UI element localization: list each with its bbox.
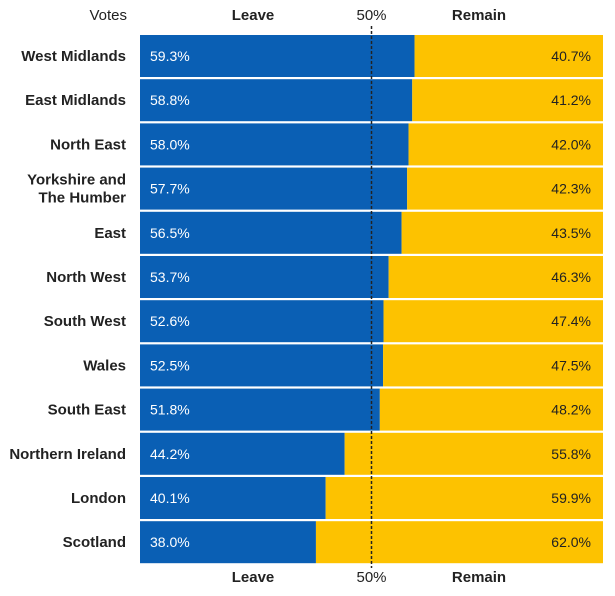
region-label: North West (46, 269, 126, 286)
bar-remain (408, 123, 603, 166)
header-midline-top: 50% (356, 7, 386, 24)
value-label-leave: 52.6% (150, 313, 190, 329)
region-label: Northern Ireland (9, 446, 126, 463)
bar-leave (140, 256, 389, 298)
bar-remain (344, 432, 603, 475)
bar-remain (315, 521, 603, 564)
value-label-remain: 42.0% (551, 136, 591, 152)
value-label-remain: 62.0% (551, 534, 591, 550)
value-label-remain: 40.7% (551, 48, 591, 64)
bar-remain (388, 256, 603, 298)
value-label-remain: 55.8% (551, 446, 591, 462)
value-label-remain: 42.3% (551, 181, 591, 197)
region-label: West Midlands (21, 48, 126, 65)
bar-leave (140, 211, 402, 254)
value-label-remain: 59.9% (551, 490, 591, 506)
value-label-leave: 44.2% (150, 446, 190, 462)
bar-leave (140, 521, 316, 564)
value-label-leave: 58.0% (150, 136, 190, 152)
bar-remain (401, 211, 603, 254)
value-label-leave: 52.5% (150, 357, 190, 373)
series-headers-group: Leave 50% Remain Leave 50% Remain (232, 7, 506, 586)
value-label-remain: 46.3% (551, 269, 591, 285)
value-label-leave: 53.7% (150, 269, 190, 285)
bar-leave (140, 388, 380, 431)
bars-group (140, 35, 603, 564)
bar-leave (140, 123, 409, 166)
region-label: East Midlands (25, 92, 126, 109)
bar-remain (414, 35, 603, 77)
region-labels-group: 59.3% 40.7% West Midlands 58.8% 41.2% East Mi… (9, 48, 591, 551)
region-label: Scotland (63, 534, 126, 551)
value-label-leave: 51.8% (150, 402, 190, 418)
region-label: Wales (83, 357, 126, 374)
bar-leave (140, 167, 408, 210)
bar-leave (140, 35, 415, 77)
value-label-leave: 38.0% (150, 534, 190, 550)
value-label-remain: 48.2% (551, 402, 591, 418)
value-label-leave: 58.8% (150, 92, 190, 108)
value-label-leave: 56.5% (150, 225, 190, 241)
header-remain-bottom: Remain (452, 569, 506, 586)
header-leave-bottom: Leave (232, 569, 275, 586)
bar-leave (140, 432, 345, 475)
region-label: North East (50, 136, 126, 153)
region-label: Yorkshire and The Humber (27, 172, 126, 207)
value-label-leave: 57.7% (150, 181, 190, 197)
value-label-remain: 41.2% (551, 92, 591, 108)
votes-header: Votes (89, 7, 127, 24)
value-label-leave: 59.3% (150, 48, 190, 64)
value-label-leave: 40.1% (150, 490, 190, 506)
bar-leave (140, 79, 413, 122)
bar-remain (412, 79, 603, 122)
header-leave-top: Leave (232, 7, 275, 24)
bar-remain (407, 167, 603, 210)
bar-remain (383, 344, 603, 387)
bar-remain (379, 388, 603, 431)
value-label-remain: 47.5% (551, 357, 591, 373)
value-label-remain: 43.5% (551, 225, 591, 241)
bar-leave (140, 477, 326, 519)
bar-leave (140, 300, 384, 343)
region-label: London (71, 490, 126, 507)
bar-remain (383, 300, 603, 343)
bar-leave (140, 344, 384, 387)
region-label: South East (48, 402, 126, 419)
value-label-remain: 47.4% (551, 313, 591, 329)
header-remain-top: Remain (452, 7, 506, 24)
region-label: South West (44, 313, 126, 330)
header-midline-bottom: 50% (356, 569, 386, 586)
region-label: East (94, 225, 126, 242)
